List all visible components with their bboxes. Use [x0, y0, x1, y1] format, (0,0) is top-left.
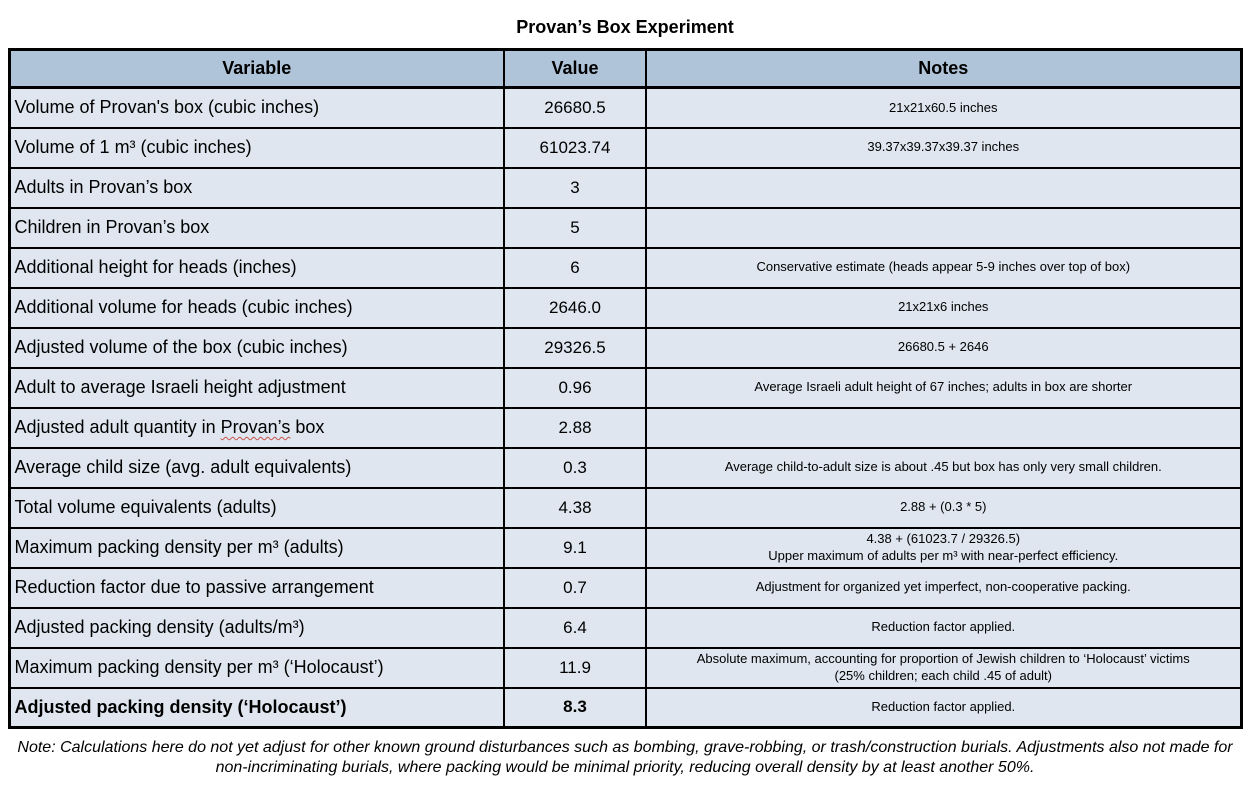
table-row: Adjusted volume of the box (cubic inches…	[8, 326, 1242, 369]
notes-cell	[645, 406, 1242, 449]
value-cell: 6.4	[503, 606, 647, 649]
table-row: Adjusted packing density (adults/m³) 6.4 R…	[8, 606, 1242, 649]
notes-cell: Reduction factor applied.	[645, 686, 1242, 729]
footnote: Note: Calculations here do not yet adjus…	[17, 739, 1233, 777]
variable-cell: Total volume equivalents (adults)	[8, 486, 505, 529]
table-body: Volume of Provan's box (cubic inches) 266…	[8, 86, 1242, 729]
variable-cell: Adjusted packing density (‘Holocaust’)	[8, 686, 505, 729]
value-cell: 6	[503, 246, 647, 289]
table-row: Adult to average Israeli height adjustme…	[8, 366, 1242, 409]
notes-cell: Reduction factor applied.	[645, 606, 1242, 649]
variable-cell: Adjusted packing density (adults/m³)	[8, 606, 505, 649]
table-row: Children in Provan’s box 5	[8, 206, 1242, 249]
table-row: Maximum packing density per m³ (adults) 9…	[8, 526, 1242, 569]
notes-cell: Average child-to-adult size is about .45…	[645, 446, 1242, 489]
variable-cell: Maximum packing density per m³ (adults)	[8, 526, 505, 569]
table-row: Additional volume for heads (cubic inche…	[8, 286, 1242, 329]
notes-cell: 39.37x39.37x39.37 inches	[645, 126, 1242, 169]
variable-cell: Adjusted volume of the box (cubic inches…	[8, 326, 505, 369]
experiment-table: Variable Value Notes Volume of Provan's …	[7, 48, 1243, 729]
value-cell: 11.9	[503, 646, 647, 689]
notes-cell: 21x21x60.5 inches	[645, 86, 1242, 129]
value-cell: 3	[503, 166, 647, 209]
table-header-row: Variable Value Notes	[8, 48, 1242, 89]
value-cell: 4.38	[503, 486, 647, 529]
table-row: Volume of Provan's box (cubic inches) 266…	[8, 86, 1242, 129]
value-cell: 2646.0	[503, 286, 647, 329]
table-row: Additional height for heads (inches) 6 Con…	[8, 246, 1242, 289]
variable-cell: Average child size (avg. adult equivalen…	[8, 446, 505, 489]
value-cell: 0.96	[503, 366, 647, 409]
notes-cell: Absolute maximum, accounting for proport…	[645, 646, 1242, 689]
value-cell: 26680.5	[503, 86, 647, 129]
value-cell: 29326.5	[503, 326, 647, 369]
variable-cell: Reduction factor due to passive arrangem…	[8, 566, 505, 609]
value-cell: 8.3	[503, 686, 647, 729]
notes-cell: 21x21x6 inches	[645, 286, 1242, 329]
value-cell: 61023.74	[503, 126, 647, 169]
table-row: Volume of 1 m³ (cubic inches) 61023.74 39.…	[8, 126, 1242, 169]
notes-cell	[645, 206, 1242, 249]
page-title: Provan’s Box Experiment	[516, 17, 734, 37]
table-row: Average child size (avg. adult equivalen…	[8, 446, 1242, 489]
table-row: Adults in Provan’s box 3	[8, 166, 1242, 209]
notes-cell: Conservative estimate (heads appear 5-9 …	[645, 246, 1242, 289]
value-cell: 9.1	[503, 526, 647, 569]
notes-cell	[645, 166, 1242, 209]
spellcheck-underlined-word: Provan’s	[220, 417, 291, 437]
variable-cell: Adult to average Israeli height adjustme…	[8, 366, 505, 409]
value-cell: 2.88	[503, 406, 647, 449]
variable-cell: Additional volume for heads (cubic inche…	[8, 286, 505, 329]
variable-cell: Maximum packing density per m³ (‘Holocau…	[8, 646, 505, 689]
notes-cell: Adjustment for organized yet imperfect, …	[645, 566, 1242, 609]
value-cell: 0.7	[503, 566, 647, 609]
notes-cell: 26680.5 + 2646	[645, 326, 1242, 369]
notes-cell: Average Israeli adult height of 67 inche…	[645, 366, 1242, 409]
table-row: Maximum packing density per m³ (‘Holocau…	[8, 646, 1242, 689]
table-row: Reduction factor due to passive arrangem…	[8, 566, 1242, 609]
column-header-notes: Notes	[645, 48, 1242, 89]
value-cell: 0.3	[503, 446, 647, 489]
table-row: Adjusted packing density (‘Holocaust’) 8.…	[8, 686, 1242, 729]
variable-cell: Volume of Provan's box (cubic inches)	[8, 86, 505, 129]
table-row: Adjusted adult quantity in Provan’s box 2…	[8, 406, 1242, 449]
notes-cell: 2.88 + (0.3 * 5)	[645, 486, 1242, 529]
column-header-variable: Variable	[8, 48, 505, 89]
table-row: Total volume equivalents (adults) 4.38 2.8…	[8, 486, 1242, 529]
variable-cell: Additional height for heads (inches)	[8, 246, 505, 289]
notes-cell: 4.38 + (61023.7 / 29326.5) Upper maximum…	[645, 526, 1242, 569]
column-header-value: Value	[503, 48, 647, 89]
variable-cell: Adults in Provan’s box	[8, 166, 505, 209]
variable-cell: Volume of 1 m³ (cubic inches)	[8, 126, 505, 169]
value-cell: 5	[503, 206, 647, 249]
variable-cell: Adjusted adult quantity in Provan’s box	[8, 406, 505, 449]
variable-cell: Children in Provan’s box	[8, 206, 505, 249]
